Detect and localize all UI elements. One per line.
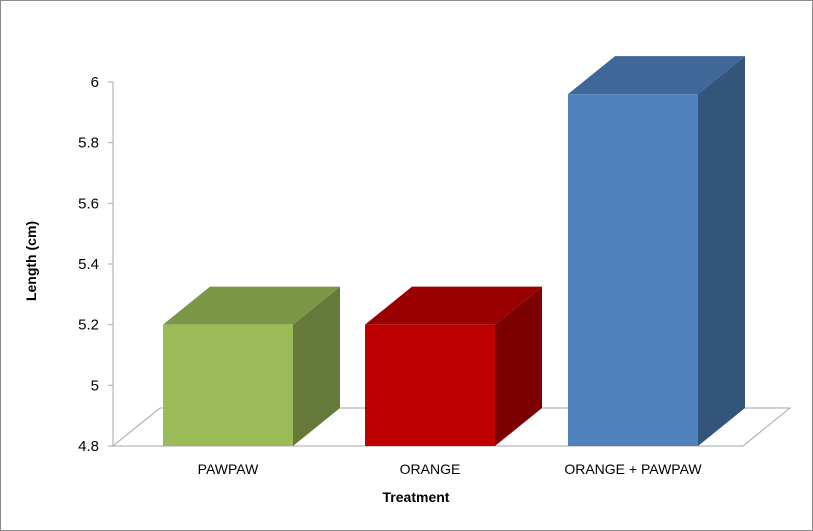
x-category-label: ORANGE: [400, 461, 461, 477]
x-category-label: PAWPAW: [198, 461, 259, 477]
bar: [163, 286, 340, 446]
bar-side-face: [495, 286, 542, 446]
x-axis-title: Treatment: [383, 489, 450, 505]
bar-front-face: [365, 324, 495, 446]
y-tick-label: 5.8: [78, 135, 99, 152]
y-tick-label: 5.2: [78, 317, 99, 334]
bar: [365, 286, 542, 446]
y-tick-label: 6: [91, 74, 99, 91]
bar-front-face: [163, 324, 293, 446]
x-category-label: ORANGE + PAWPAW: [564, 461, 702, 477]
y-axis-group: 4.8 5 5.2 5.4 5.6 5.8 6: [78, 74, 114, 455]
labels-group: PAWPAW ORANGE ORANGE + PAWPAW: [198, 461, 703, 477]
bars-group: [163, 56, 745, 447]
bar: [568, 56, 745, 447]
y-tick-label: 5.6: [78, 195, 99, 212]
y-tick-label: 5: [91, 377, 99, 394]
bar-side-face: [293, 286, 340, 446]
bar-side-face: [698, 56, 745, 447]
bar-top-face: [163, 286, 340, 325]
y-tick-label: 4.8: [78, 438, 99, 455]
y-tick-label: 5.4: [78, 256, 99, 273]
bar-top-face: [568, 56, 745, 95]
bar-front-face: [568, 94, 698, 446]
y-axis-title: Length (cm): [23, 221, 39, 301]
bar-top-face: [365, 286, 542, 325]
